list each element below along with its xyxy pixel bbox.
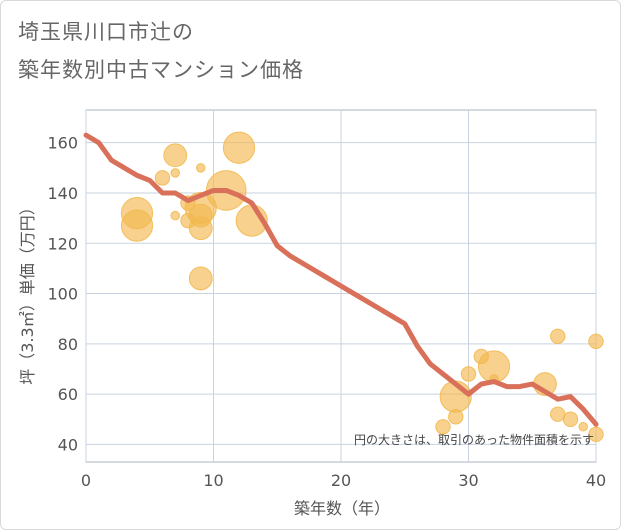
size-legend-note: 円の大きさは、取引のあった物件面積を示す bbox=[354, 432, 594, 447]
x-tick-label: 40 bbox=[586, 471, 606, 490]
bubble-point bbox=[188, 266, 213, 291]
bubble-point bbox=[222, 131, 256, 164]
bubble-point bbox=[188, 216, 213, 241]
bubble-point bbox=[170, 210, 181, 221]
bubble-point bbox=[170, 168, 181, 178]
y-tick-label: 80 bbox=[58, 335, 78, 354]
bubble-point bbox=[120, 209, 154, 242]
bubble-point bbox=[550, 406, 566, 422]
chart-title-line1: 埼玉県川口市辻の bbox=[18, 20, 194, 44]
x-tick-label: 0 bbox=[81, 471, 91, 490]
trend-series bbox=[83, 132, 599, 427]
y-axis-title: 坪（3.3㎡）単価（万円） bbox=[18, 199, 37, 384]
bubble-point bbox=[562, 411, 579, 427]
y-tick-label: 160 bbox=[47, 134, 78, 153]
bubble-point bbox=[588, 333, 604, 350]
bubble-point bbox=[578, 422, 589, 432]
chart-title-line2: 築年数別中古マンション価格 bbox=[18, 58, 304, 82]
y-tick-label: 140 bbox=[47, 184, 78, 203]
trend-line bbox=[83, 132, 599, 427]
grid-lines bbox=[85, 110, 597, 462]
x-axis-title: 築年数（年） bbox=[294, 499, 390, 518]
bubble-point bbox=[154, 170, 171, 186]
y-tick-label: 40 bbox=[58, 435, 78, 454]
y-tick-label: 120 bbox=[47, 234, 78, 253]
y-tick-label: 100 bbox=[47, 285, 78, 304]
y-tick-label: 60 bbox=[58, 385, 78, 404]
bubble-point bbox=[435, 419, 451, 435]
bubble-point bbox=[195, 163, 206, 173]
tick-labels: 40 60 80 100 120 140 160 0 10 20 30 40 bbox=[47, 134, 606, 490]
x-tick-label: 20 bbox=[331, 471, 351, 490]
bubble-point bbox=[550, 328, 566, 344]
bubble-point bbox=[448, 409, 464, 425]
x-tick-label: 10 bbox=[203, 471, 223, 490]
bubble-point bbox=[163, 143, 188, 168]
bubble-point bbox=[588, 426, 604, 443]
bubble-point bbox=[460, 366, 477, 382]
x-tick-label: 30 bbox=[458, 471, 478, 490]
